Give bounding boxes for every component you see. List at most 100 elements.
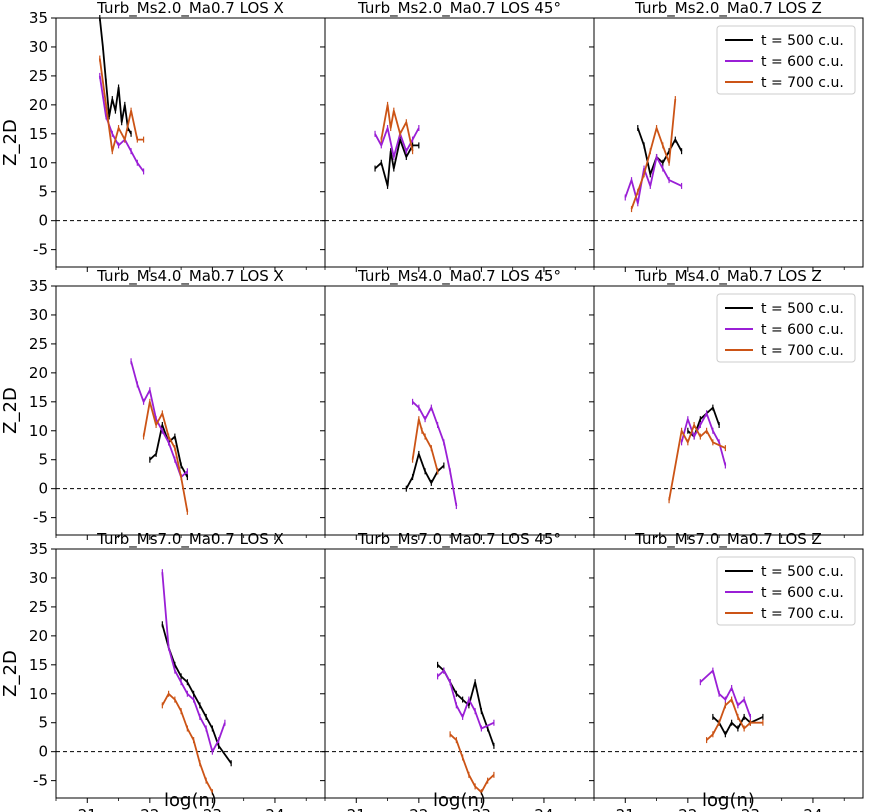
panel-title: Turb_Ms4.0_Ma0.7 LOS X xyxy=(96,267,284,286)
y-tick-label: -5 xyxy=(33,241,48,259)
y-tick-label: 30 xyxy=(29,38,48,56)
y-tick-label: 20 xyxy=(29,364,48,382)
x-axis-label: log(n) xyxy=(702,790,755,811)
panel-7: Turb_Ms7.0_Ma0.7 LOS X 21 22 23 24 -5 0 5 10 15 20… xyxy=(29,530,326,812)
x-axis-label: log(n) xyxy=(433,790,486,811)
y-tick-label: 30 xyxy=(29,569,48,587)
y-tick-label: 25 xyxy=(29,335,48,353)
y-tick-label: 25 xyxy=(29,67,48,85)
legend-box xyxy=(716,556,856,626)
y-tick-label: 30 xyxy=(29,306,48,324)
y-axis-label: Z_2D xyxy=(0,387,21,434)
x-tick-label: 21 xyxy=(616,806,635,812)
panel-9: Turb_Ms7.0_Ma0.7 LOS Z 21 22 23 24 t = 500 c.… xyxy=(589,530,864,812)
y-tick-label: 20 xyxy=(29,96,48,114)
y-tick-label: 15 xyxy=(29,393,48,411)
legend-label: t = 500 c.u. xyxy=(761,301,844,317)
panel-2: Turb_Ms2.0_Ma0.7 LOS 45° xyxy=(320,0,595,272)
x-tick-label: 21 xyxy=(347,806,366,812)
panel-title: Turb_Ms7.0_Ma0.7 LOS Z xyxy=(634,530,822,549)
panel-title: Turb_Ms7.0_Ma0.7 LOS X xyxy=(96,530,284,549)
x-axis-label: log(n) xyxy=(164,790,217,811)
series-line-t600 xyxy=(699,669,752,718)
y-tick-label: 0 xyxy=(38,212,48,230)
series-line-t500 xyxy=(98,17,132,135)
y-tick-label: 0 xyxy=(38,480,48,498)
x-tick-label: 24 xyxy=(534,806,553,812)
y-tick-label: 25 xyxy=(29,598,48,616)
series-line-t700 xyxy=(98,58,144,153)
x-tick-label: 22 xyxy=(140,806,159,812)
y-tick-label: 10 xyxy=(29,685,48,703)
legend-label: t = 600 c.u. xyxy=(761,585,844,601)
series-line-t700 xyxy=(668,424,726,501)
series-line-t500 xyxy=(636,127,683,176)
panel-title: Turb_Ms2.0_Ma0.7 LOS Z xyxy=(634,0,822,18)
panel-title: Turb_Ms4.0_Ma0.7 LOS 45° xyxy=(357,267,561,286)
panel-8: Turb_Ms7.0_Ma0.7 LOS 45° 21 22 23 24 xyxy=(320,530,595,812)
x-tick-label: 24 xyxy=(265,806,284,812)
y-tick-label: 35 xyxy=(29,540,48,558)
series-line-t600 xyxy=(161,572,226,753)
y-axis-label: Z_2D xyxy=(0,650,21,697)
x-tick-label: 22 xyxy=(409,806,428,812)
legend-label: t = 600 c.u. xyxy=(761,322,844,338)
series-line-t500 xyxy=(436,664,495,747)
x-tick-label: 21 xyxy=(78,806,97,812)
series-line-t500 xyxy=(712,716,764,736)
panel-title: Turb_Ms7.0_Ma0.7 LOS 45° xyxy=(357,530,561,549)
series-line-t500 xyxy=(149,424,189,478)
legend: t = 500 c.u. t = 600 c.u. t = 700 c.u. xyxy=(716,556,856,626)
legend-label: t = 500 c.u. xyxy=(761,564,844,580)
y-tick-label: 10 xyxy=(29,154,48,172)
series-line-t600 xyxy=(130,361,189,479)
legend-label: t = 700 c.u. xyxy=(761,606,844,622)
y-tick-label: 35 xyxy=(29,277,48,295)
panel-frame xyxy=(324,285,595,536)
legend-label: t = 700 c.u. xyxy=(761,343,844,359)
legend-label: t = 600 c.u. xyxy=(761,54,844,70)
y-tick-label: 10 xyxy=(29,422,48,440)
series-line-t700 xyxy=(142,400,189,512)
y-tick-label: 5 xyxy=(38,183,48,201)
panel-5: Turb_Ms4.0_Ma0.7 LOS 45° xyxy=(320,267,595,540)
series-line-t600 xyxy=(411,401,458,507)
y-tick-label: 15 xyxy=(29,656,48,674)
y-tick-label: 35 xyxy=(29,9,48,27)
x-tick-label: 23 xyxy=(741,806,760,812)
legend: t = 500 c.u. t = 600 c.u. t = 700 c.u. xyxy=(716,25,856,95)
series-line-t600 xyxy=(680,412,727,466)
panel-6: Turb_Ms4.0_Ma0.7 LOS Z t = 500 c.u. t = 60… xyxy=(589,267,864,540)
y-tick-label: 0 xyxy=(38,743,48,761)
panel-3: Turb_Ms2.0_Ma0.7 LOS Z t = 500 c.u. t = 60… xyxy=(589,0,864,272)
panel-frame xyxy=(593,285,864,536)
legend: t = 500 c.u. t = 600 c.u. t = 700 c.u. xyxy=(716,293,856,363)
y-axis-label: Z_2D xyxy=(0,119,21,166)
panel-frame xyxy=(324,548,595,799)
y-tick-label: 15 xyxy=(29,125,48,143)
y-tick-label: 5 xyxy=(38,451,48,469)
series-line-t700 xyxy=(161,692,214,793)
series-line-t700 xyxy=(411,418,439,472)
panel-1: Turb_Ms2.0_Ma0.7 LOS X -5 0 5 10 15 20 25 30 35 xyxy=(29,0,326,272)
y-tick-label: 5 xyxy=(38,714,48,732)
legend-label: t = 500 c.u. xyxy=(761,33,844,49)
x-tick-label: 23 xyxy=(472,806,491,812)
x-tick-label: 23 xyxy=(203,806,222,812)
panel-frame xyxy=(324,17,595,268)
panel-frame xyxy=(593,548,864,799)
panel-frame xyxy=(593,17,864,268)
y-tick-label: 20 xyxy=(29,627,48,645)
series-line-t700 xyxy=(449,733,495,794)
panel-frame xyxy=(55,285,326,536)
panel-4: Turb_Ms4.0_Ma0.7 LOS X -5 0 5 10 15 20 25 30 35 xyxy=(29,267,326,540)
panel-frame xyxy=(55,548,326,799)
panel-title: Turb_Ms4.0_Ma0.7 LOS Z xyxy=(634,267,822,286)
series-line-t700 xyxy=(630,99,677,210)
legend-box xyxy=(716,293,856,363)
panel-frame xyxy=(55,17,326,268)
x-tick-label: 24 xyxy=(803,806,822,812)
y-tick-label: -5 xyxy=(33,772,48,790)
panel-title: Turb_Ms2.0_Ma0.7 LOS 45° xyxy=(357,0,561,18)
